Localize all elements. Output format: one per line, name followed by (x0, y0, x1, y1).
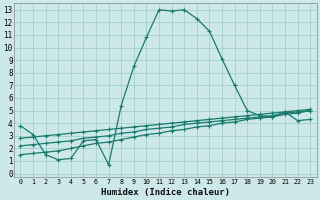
X-axis label: Humidex (Indice chaleur): Humidex (Indice chaleur) (101, 188, 230, 197)
